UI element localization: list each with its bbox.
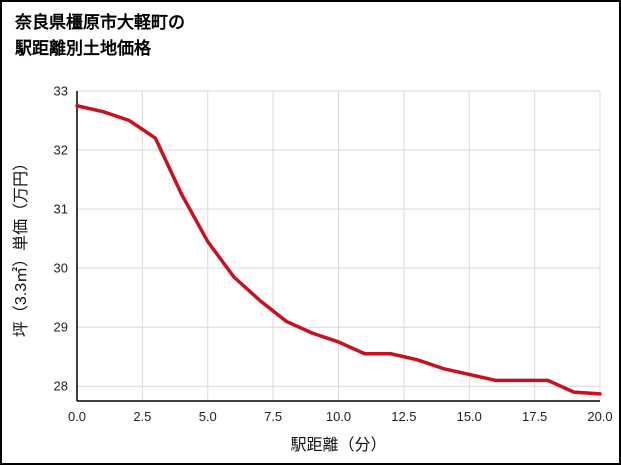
x-tick-label: 10.0 [326,409,351,424]
chart-title-line2: 駅距離別土地価格 [15,38,151,58]
y-axis-label: 坪（3.3㎡）単価（万円） [12,155,30,337]
y-tick-label: 33 [54,85,68,99]
x-tick-label: 12.5 [391,409,416,424]
price-line [75,104,602,396]
chart-title-line1: 奈良県橿原市大軽町の [15,13,185,32]
x-axis-label: 駅距離（分） [290,436,386,454]
y-tick-label: 31 [54,202,68,217]
x-tick-label: 0.0 [68,409,86,424]
y-tick-label: 29 [54,320,68,335]
chart-title: 奈良県橿原市大軽町の 駅距離別土地価格 [15,10,185,61]
y-tick-label: 28 [54,379,68,394]
y-tick-label: 32 [54,143,68,158]
x-tick-label: 15.0 [457,409,482,424]
x-tick-label: 17.5 [522,409,547,424]
x-tick-label: 20.0 [587,409,612,424]
x-tick-label: 7.5 [264,409,282,424]
y-tick-label: 30 [54,261,68,276]
x-tick-label: 5.0 [199,409,217,424]
line-chart: 28 29 30 31 32 33 0.0 2.5 5.0 7.5 10.0 12.5 15.0 17.5… [12,85,613,454]
x-tick-label: 2.5 [133,409,151,424]
